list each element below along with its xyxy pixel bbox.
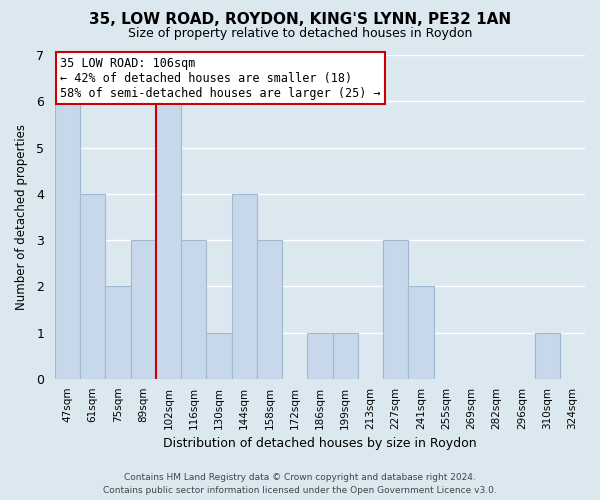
Bar bbox=[131, 240, 156, 379]
Text: 35 LOW ROAD: 106sqm
← 42% of detached houses are smaller (18)
58% of semi-detach: 35 LOW ROAD: 106sqm ← 42% of detached ho… bbox=[60, 56, 380, 100]
Bar bbox=[55, 102, 80, 379]
Bar bbox=[80, 194, 105, 379]
Bar bbox=[383, 240, 408, 379]
Bar bbox=[307, 332, 332, 379]
Text: Size of property relative to detached houses in Roydon: Size of property relative to detached ho… bbox=[128, 28, 472, 40]
Bar bbox=[332, 332, 358, 379]
Bar bbox=[408, 286, 433, 379]
Text: 35, LOW ROAD, ROYDON, KING'S LYNN, PE32 1AN: 35, LOW ROAD, ROYDON, KING'S LYNN, PE32 … bbox=[89, 12, 511, 28]
Bar bbox=[535, 332, 560, 379]
Y-axis label: Number of detached properties: Number of detached properties bbox=[15, 124, 28, 310]
Bar bbox=[257, 240, 282, 379]
Bar bbox=[105, 286, 131, 379]
X-axis label: Distribution of detached houses by size in Roydon: Distribution of detached houses by size … bbox=[163, 437, 476, 450]
Bar bbox=[181, 240, 206, 379]
Bar bbox=[156, 102, 181, 379]
Text: Contains HM Land Registry data © Crown copyright and database right 2024.
Contai: Contains HM Land Registry data © Crown c… bbox=[103, 474, 497, 495]
Bar bbox=[206, 332, 232, 379]
Bar bbox=[232, 194, 257, 379]
